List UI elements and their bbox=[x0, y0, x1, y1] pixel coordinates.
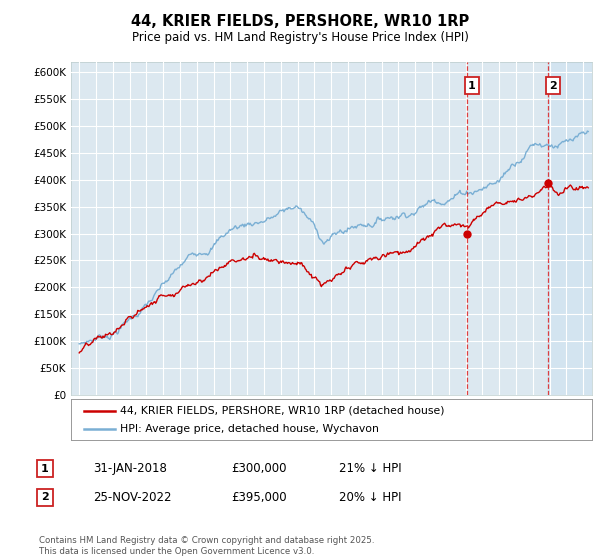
Bar bbox=[548, 62, 592, 395]
Text: HPI: Average price, detached house, Wychavon: HPI: Average price, detached house, Wych… bbox=[120, 424, 379, 434]
Text: 1: 1 bbox=[468, 81, 476, 91]
Text: 25-NOV-2022: 25-NOV-2022 bbox=[93, 491, 172, 504]
Text: 21% ↓ HPI: 21% ↓ HPI bbox=[339, 462, 401, 475]
Text: Price paid vs. HM Land Registry's House Price Index (HPI): Price paid vs. HM Land Registry's House … bbox=[131, 31, 469, 44]
Text: 2: 2 bbox=[549, 81, 557, 91]
Text: £300,000: £300,000 bbox=[231, 462, 287, 475]
Text: 20% ↓ HPI: 20% ↓ HPI bbox=[339, 491, 401, 504]
Text: 1: 1 bbox=[41, 464, 49, 474]
Text: 31-JAN-2018: 31-JAN-2018 bbox=[93, 462, 167, 475]
Text: £395,000: £395,000 bbox=[231, 491, 287, 504]
Text: 44, KRIER FIELDS, PERSHORE, WR10 1RP (detached house): 44, KRIER FIELDS, PERSHORE, WR10 1RP (de… bbox=[120, 405, 445, 416]
Text: 44, KRIER FIELDS, PERSHORE, WR10 1RP: 44, KRIER FIELDS, PERSHORE, WR10 1RP bbox=[131, 14, 469, 29]
Text: Contains HM Land Registry data © Crown copyright and database right 2025.
This d: Contains HM Land Registry data © Crown c… bbox=[39, 536, 374, 556]
Text: 2: 2 bbox=[41, 492, 49, 502]
